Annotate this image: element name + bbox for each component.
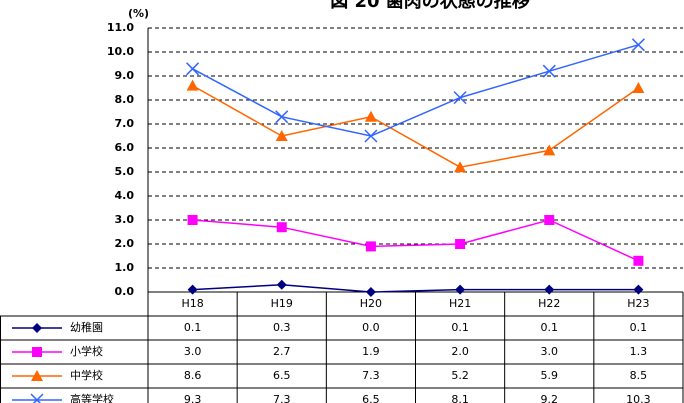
- data-point: [632, 82, 645, 93]
- data-label: 10.3: [626, 393, 651, 403]
- data-label: 5.2: [451, 369, 469, 382]
- y-tick-label: 4.0: [115, 189, 135, 202]
- series-line: [192, 44, 639, 137]
- y-tick-label: 9.0: [115, 69, 135, 82]
- y-axis-label: (%): [128, 7, 149, 20]
- data-point: [453, 91, 467, 105]
- legend-label: 高等学校: [70, 392, 114, 403]
- data-label: 0.1: [184, 321, 202, 334]
- data-point: [365, 241, 376, 252]
- data-label: 6.5: [362, 393, 380, 403]
- data-label: 7.3: [273, 393, 291, 403]
- data-label: 1.9: [362, 345, 380, 358]
- data-point: [187, 284, 198, 295]
- data-label: 0.3: [273, 321, 291, 334]
- legend-label: 小学校: [70, 344, 103, 358]
- legend-label: 幼稚園: [70, 321, 103, 334]
- y-tick-label: 10.0: [107, 45, 134, 58]
- data-point: [542, 64, 556, 78]
- data-label: 0.1: [630, 321, 648, 334]
- data-label: 2.7: [273, 345, 291, 358]
- data-label: 8.1: [451, 393, 469, 403]
- x-tick-label: H18: [181, 297, 203, 310]
- data-point: [454, 161, 467, 173]
- data-point: [186, 79, 199, 91]
- data-point: [543, 144, 556, 156]
- data-point: [455, 284, 466, 295]
- data-label: 2.0: [451, 345, 469, 358]
- data-point: [455, 239, 466, 249]
- data-label: 0.1: [451, 321, 469, 334]
- y-tick-label: 2.0: [115, 237, 135, 250]
- data-point: [276, 279, 287, 290]
- y-tick-label: 5.0: [115, 165, 135, 178]
- data-point: [187, 215, 198, 225]
- y-tick-label: 6.0: [115, 141, 135, 154]
- series-line: [192, 84, 639, 168]
- data-point: [275, 130, 288, 141]
- data-point: [631, 38, 645, 52]
- data-point: [275, 110, 289, 124]
- data-label: 3.0: [184, 345, 202, 358]
- y-tick-label: 1.0: [115, 261, 135, 274]
- data-point: [544, 284, 555, 295]
- legend-label: 中学校: [70, 368, 103, 382]
- data-label: 1.3: [630, 345, 648, 358]
- data-point: [364, 129, 378, 143]
- data-label: 0.1: [541, 321, 559, 334]
- x-tick-label: H19: [271, 297, 293, 310]
- x-tick-label: H20: [360, 297, 382, 310]
- y-tick-label: 0.0: [115, 285, 135, 298]
- data-point: [633, 284, 644, 295]
- data-label: 9.2: [541, 393, 559, 403]
- data-point: [364, 110, 377, 122]
- y-tick-label: 11.0: [107, 21, 134, 34]
- data-point: [186, 62, 200, 76]
- x-tick-label: H23: [627, 297, 649, 310]
- y-tick-label: 8.0: [115, 93, 135, 106]
- y-tick-label: 3.0: [115, 213, 135, 226]
- chart-title: 図 20 歯肉の状態の推移: [330, 0, 530, 12]
- data-point: [544, 215, 555, 225]
- data-label: 6.5: [273, 369, 291, 382]
- series-line: [192, 284, 639, 293]
- data-label: 3.0: [541, 345, 559, 358]
- data-label: 8.5: [630, 369, 648, 382]
- data-label: 5.9: [541, 369, 559, 382]
- data-point: [276, 222, 287, 233]
- legend-marker: [30, 393, 44, 403]
- data-label: 8.6: [184, 369, 202, 382]
- data-label: 9.3: [184, 393, 202, 403]
- x-tick-label: H22: [538, 297, 560, 310]
- legend-marker: [31, 370, 43, 381]
- data-label: 0.0: [362, 321, 380, 334]
- data-label: 7.3: [362, 369, 380, 382]
- series-line: [192, 219, 639, 262]
- data-point: [365, 287, 376, 297]
- data-point: [633, 255, 644, 266]
- legend-marker: [32, 323, 42, 333]
- y-tick-label: 7.0: [115, 117, 135, 130]
- x-tick-label: H21: [449, 297, 471, 310]
- legend-marker: [32, 347, 42, 357]
